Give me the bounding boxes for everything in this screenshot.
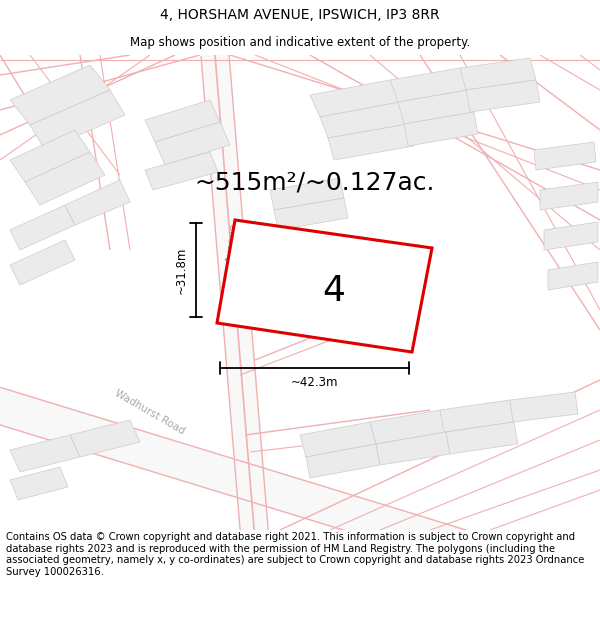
Polygon shape [0,382,475,568]
Polygon shape [320,102,408,138]
Polygon shape [25,152,105,205]
Polygon shape [398,90,474,124]
Polygon shape [270,178,344,210]
Polygon shape [65,180,130,225]
Polygon shape [217,220,432,352]
Text: 4, HORSHAM AVENUE, IPSWICH, IP3 8RR: 4, HORSHAM AVENUE, IPSWICH, IP3 8RR [160,8,440,22]
Polygon shape [10,205,75,250]
Polygon shape [310,80,400,117]
Polygon shape [510,392,578,422]
Text: Horsham Avenue: Horsham Avenue [220,223,239,312]
Polygon shape [145,152,218,190]
Text: Wadhurst Road: Wadhurst Road [113,388,187,436]
Polygon shape [306,444,380,478]
Text: Contains OS data © Crown copyright and database right 2021. This information is : Contains OS data © Crown copyright and d… [6,532,584,577]
Polygon shape [10,240,75,285]
Polygon shape [376,432,450,465]
Polygon shape [370,410,446,444]
Text: ~31.8m: ~31.8m [175,246,188,294]
Polygon shape [460,58,536,90]
Polygon shape [544,222,598,250]
Polygon shape [300,422,376,457]
Text: ~515m²/~0.127ac.: ~515m²/~0.127ac. [195,171,435,195]
Text: ~42.3m: ~42.3m [291,376,338,389]
Polygon shape [404,112,478,146]
Polygon shape [390,68,468,102]
Polygon shape [145,100,220,142]
Polygon shape [446,422,518,454]
Polygon shape [466,80,540,112]
Polygon shape [10,65,110,125]
Polygon shape [540,182,598,210]
Polygon shape [155,122,230,165]
Polygon shape [10,467,68,500]
Polygon shape [10,435,80,472]
Polygon shape [70,420,140,457]
Polygon shape [548,262,598,290]
Polygon shape [30,90,125,150]
Polygon shape [328,124,414,160]
Text: 4: 4 [323,274,346,308]
Text: Map shows position and indicative extent of the property.: Map shows position and indicative extent… [130,36,470,49]
Polygon shape [274,198,348,230]
Polygon shape [440,400,514,432]
Polygon shape [534,142,596,170]
Polygon shape [201,54,269,541]
Polygon shape [10,130,90,182]
